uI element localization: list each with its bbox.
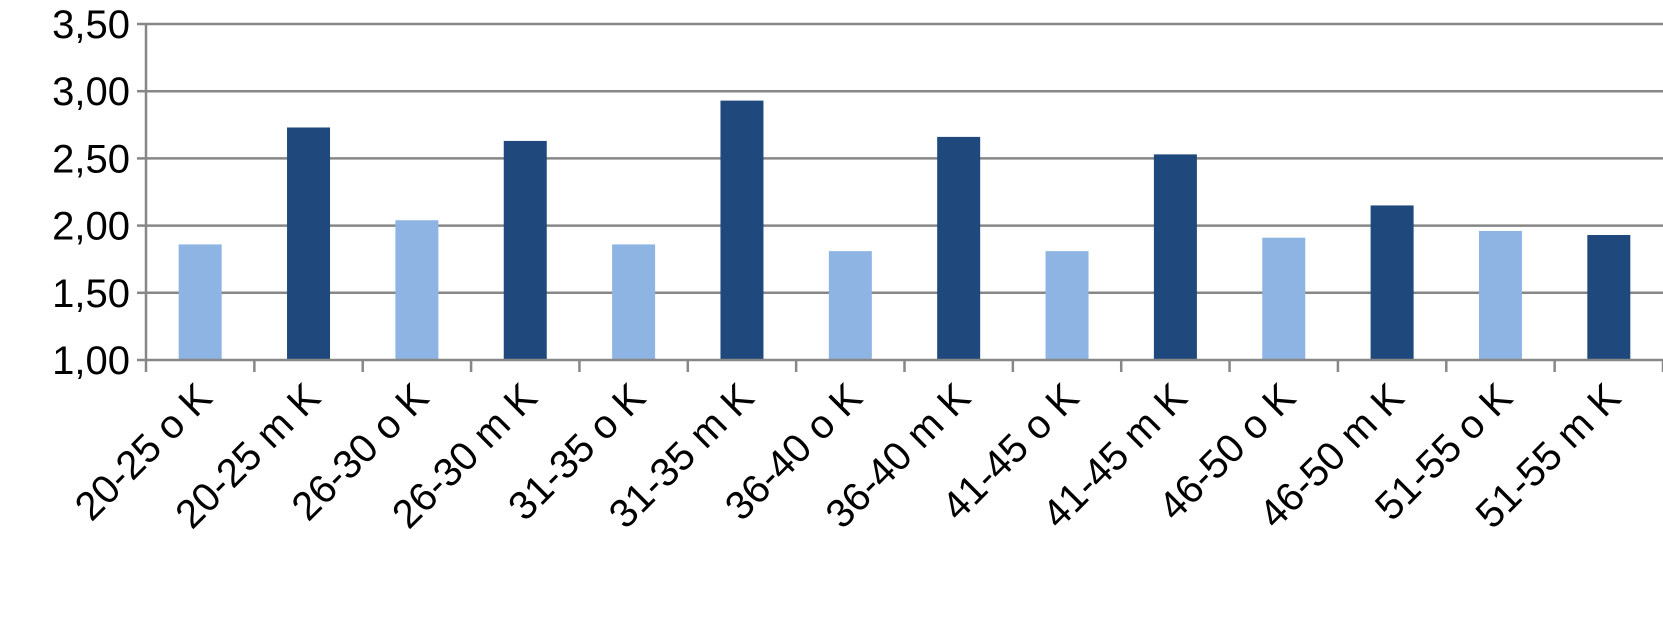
y-tick-label: 2,00 (52, 205, 130, 249)
gridlines (146, 22, 1663, 295)
bars (178, 100, 1631, 360)
y-tick-labels: 1,00 1,50 2,00 2,50 3,00 3,50 (52, 3, 130, 383)
bar (1587, 235, 1631, 360)
bar (720, 100, 764, 360)
bar (1370, 205, 1414, 360)
bar (395, 220, 439, 360)
bar (1262, 237, 1306, 360)
y-tick-label: 1,00 (52, 339, 130, 383)
bar (612, 244, 656, 360)
bar (503, 140, 547, 360)
bar (1478, 230, 1522, 360)
x-tick-labels: 20-25 o K20-25 m K26-30 o K26-30 m K31-3… (67, 375, 1630, 537)
y-tick-label: 2,50 (52, 137, 130, 181)
y-tick-label: 1,50 (52, 272, 130, 316)
bar (828, 251, 872, 360)
bar (287, 127, 331, 360)
bar (1045, 251, 1089, 360)
bar (1153, 154, 1197, 360)
y-tick-label: 3,50 (52, 3, 130, 47)
axes (137, 22, 1663, 372)
bar (937, 136, 981, 360)
bar (178, 244, 222, 360)
y-tick-label: 3,00 (52, 70, 130, 114)
